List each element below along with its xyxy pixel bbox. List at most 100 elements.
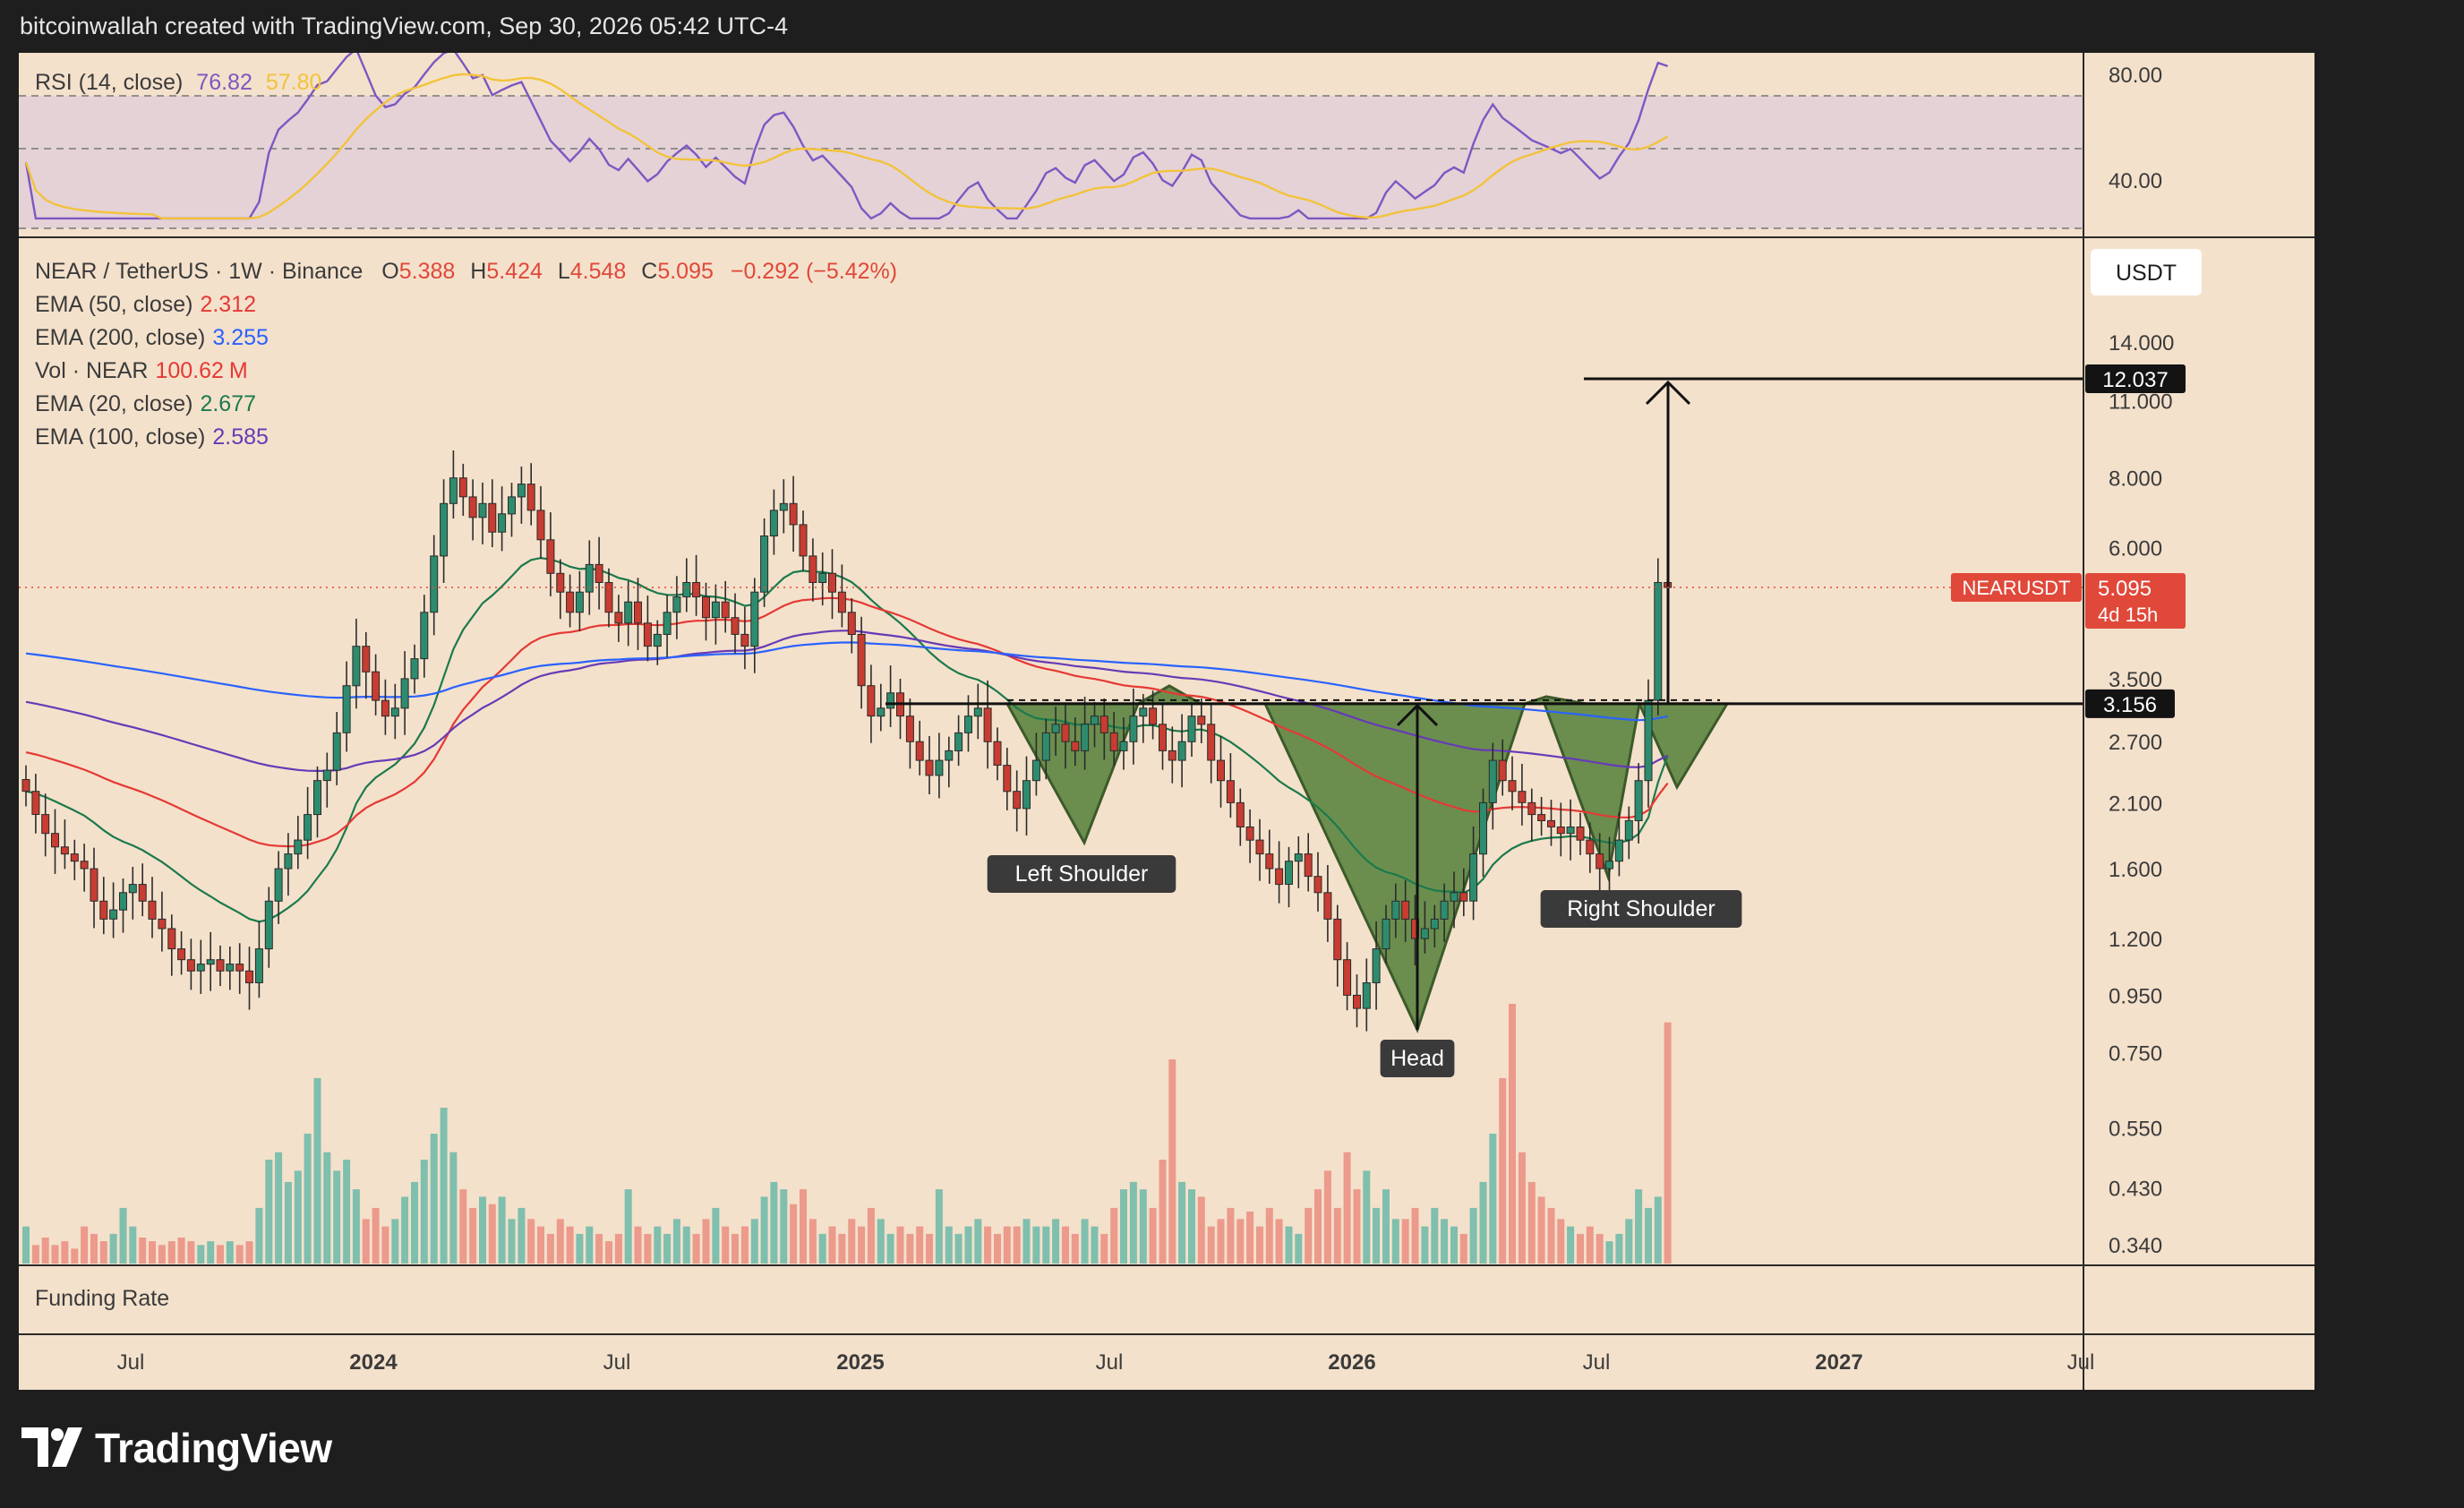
candlestick[interactable] bbox=[1323, 865, 1332, 942]
candlestick[interactable] bbox=[1430, 904, 1439, 948]
chart-canvas[interactable]: Left Shoulder Head Right Shoulder 80.00 40.… bbox=[19, 53, 2314, 1390]
candlestick[interactable] bbox=[818, 552, 827, 606]
candlestick[interactable] bbox=[566, 574, 575, 628]
candlestick[interactable] bbox=[1614, 812, 1623, 877]
candlestick[interactable] bbox=[604, 568, 613, 628]
candlestick[interactable] bbox=[468, 479, 477, 541]
candlestick[interactable] bbox=[478, 482, 487, 544]
candlestick[interactable] bbox=[80, 844, 89, 892]
candlestick[interactable] bbox=[1013, 770, 1022, 832]
candlestick[interactable] bbox=[1031, 733, 1040, 796]
price-tick-label[interactable]: 11.000 bbox=[2109, 390, 2173, 414]
candlestick[interactable] bbox=[1245, 809, 1254, 863]
candlestick[interactable] bbox=[449, 450, 458, 519]
candlestick[interactable] bbox=[1003, 748, 1012, 810]
candlestick[interactable] bbox=[536, 485, 545, 559]
candlestick[interactable] bbox=[905, 698, 914, 769]
candlestick[interactable] bbox=[1217, 736, 1225, 808]
candlestick[interactable] bbox=[769, 489, 778, 555]
candlestick[interactable] bbox=[1071, 717, 1080, 767]
candlestick[interactable] bbox=[1566, 799, 1575, 861]
candlestick[interactable] bbox=[750, 578, 759, 673]
candlestick[interactable] bbox=[740, 606, 749, 670]
candlestick[interactable] bbox=[1061, 703, 1070, 769]
neckline-price-tag[interactable]: 3.156 bbox=[2085, 689, 2175, 718]
candlestick[interactable] bbox=[1469, 826, 1478, 921]
candlestick[interactable] bbox=[1236, 788, 1245, 846]
candlestick[interactable] bbox=[1488, 742, 1497, 830]
candlestick[interactable] bbox=[1440, 883, 1449, 942]
time-axis-year-label[interactable]: 2027 bbox=[1815, 1350, 1862, 1375]
price-tick-label[interactable]: 8.000 bbox=[2109, 467, 2162, 492]
candlestick[interactable] bbox=[381, 679, 389, 735]
candlestick[interactable] bbox=[1586, 822, 1595, 873]
candlestick[interactable] bbox=[31, 774, 40, 834]
candlestick[interactable] bbox=[517, 467, 526, 524]
candlestick[interactable] bbox=[925, 736, 934, 794]
candlestick[interactable] bbox=[138, 863, 147, 917]
candlestick[interactable] bbox=[177, 931, 186, 975]
candlestick[interactable] bbox=[1372, 921, 1381, 1010]
candlestick[interactable] bbox=[1634, 763, 1643, 844]
candlestick[interactable] bbox=[508, 483, 516, 537]
candlestick[interactable] bbox=[1353, 974, 1361, 1028]
time-axis-month-label[interactable]: Jul bbox=[1096, 1350, 1124, 1375]
candlestick[interactable] bbox=[546, 512, 555, 596]
candlestick[interactable] bbox=[1109, 712, 1118, 767]
candlestick[interactable] bbox=[1226, 753, 1235, 818]
candlestick[interactable] bbox=[158, 891, 167, 952]
target-price-tag[interactable]: 12.037 bbox=[2085, 364, 2186, 393]
candlestick[interactable] bbox=[1041, 718, 1050, 780]
candlestick[interactable] bbox=[488, 479, 497, 547]
candlestick[interactable] bbox=[196, 939, 205, 994]
candlestick[interactable] bbox=[1313, 852, 1322, 912]
candlestick[interactable] bbox=[1624, 806, 1633, 860]
candlestick[interactable] bbox=[352, 618, 361, 709]
candlestick[interactable] bbox=[643, 595, 652, 662]
candlestick[interactable] bbox=[332, 712, 341, 785]
candlestick[interactable] bbox=[1401, 879, 1410, 942]
candlestick[interactable] bbox=[70, 839, 79, 880]
candlestick[interactable] bbox=[1304, 833, 1313, 892]
price-tick-label[interactable]: 0.750 bbox=[2109, 1042, 2162, 1067]
candlestick[interactable] bbox=[274, 851, 283, 924]
candlestick[interactable] bbox=[1285, 846, 1293, 908]
indicator-ema20[interactable]: EMA (20, close) 2.677 bbox=[35, 388, 897, 421]
candlestick[interactable] bbox=[1498, 739, 1507, 796]
candlestick[interactable] bbox=[857, 616, 866, 709]
candlestick[interactable] bbox=[915, 720, 924, 775]
candlestick[interactable] bbox=[1605, 836, 1613, 896]
candlestick[interactable] bbox=[362, 631, 371, 699]
candlestick[interactable] bbox=[1081, 697, 1090, 770]
candlestick[interactable] bbox=[828, 549, 836, 620]
candlestick[interactable] bbox=[721, 580, 730, 633]
candlestick[interactable] bbox=[711, 584, 720, 645]
indicator-volume[interactable]: Vol · NEAR 100.62 M bbox=[35, 355, 897, 388]
candlestick[interactable] bbox=[99, 877, 108, 935]
candlestick[interactable] bbox=[663, 595, 672, 657]
candlestick[interactable] bbox=[877, 683, 886, 732]
right-shoulder-label[interactable]: Right Shoulder bbox=[1540, 890, 1742, 928]
price-axis[interactable]: 80.00 40.00 USDT 14.000 11.000 8.000 6.000 3.50… bbox=[1951, 64, 2202, 1258]
time-axis-month-label[interactable]: Jul bbox=[2067, 1350, 2095, 1375]
candlestick[interactable] bbox=[1187, 701, 1196, 757]
price-tick-label[interactable]: 6.000 bbox=[2109, 537, 2162, 561]
candlestick[interactable] bbox=[1508, 756, 1517, 810]
candlestick[interactable] bbox=[410, 644, 419, 694]
candlestick[interactable] bbox=[128, 867, 137, 920]
candlestick[interactable] bbox=[390, 683, 399, 740]
candlestick[interactable] bbox=[1479, 788, 1487, 878]
candlestick[interactable] bbox=[216, 945, 225, 987]
candlestick[interactable] bbox=[400, 651, 409, 735]
candlestick[interactable] bbox=[1459, 868, 1468, 917]
price-tick-label[interactable]: 0.430 bbox=[2109, 1177, 2162, 1201]
currency-button[interactable]: USDT bbox=[2091, 249, 2202, 296]
candlestick[interactable] bbox=[1139, 694, 1148, 743]
candlestick[interactable] bbox=[935, 733, 944, 799]
candlestick[interactable] bbox=[1129, 688, 1138, 765]
candlestick[interactable] bbox=[1537, 797, 1546, 836]
candlestick[interactable] bbox=[119, 878, 127, 933]
candlestick[interactable] bbox=[779, 479, 788, 534]
time-axis-month-label[interactable]: Jul bbox=[1583, 1350, 1611, 1375]
candlestick[interactable] bbox=[109, 882, 118, 938]
